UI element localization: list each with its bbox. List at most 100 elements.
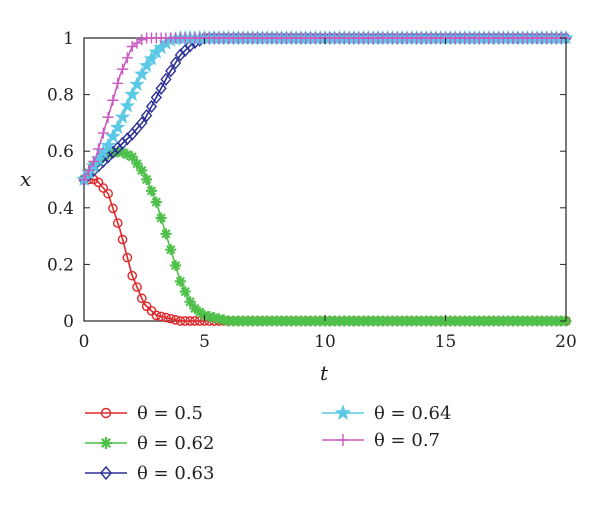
data-point-marker — [143, 50, 160, 66]
ticks-layer: 0 5 10 15 20 0 0.2 0.4 0.6 0.8 1 — [47, 29, 577, 352]
legend-label: θ = 0.5 — [137, 403, 203, 424]
data-point-marker — [174, 275, 186, 287]
data-point-marker — [105, 128, 121, 144]
data-point-marker — [100, 137, 116, 153]
x-tick-label: 10 — [314, 332, 336, 352]
data-point-marker — [117, 234, 128, 245]
y-tick-label: 0.8 — [47, 86, 74, 106]
legend-item: θ = 0.7 — [322, 430, 440, 451]
series-line — [83, 150, 566, 322]
data-point-marker — [126, 151, 138, 163]
y-tick-label: 1 — [63, 29, 74, 49]
legend: θ = 0.5 θ = 0.62 θ = 0.63 θ = 0.64 θ = 0.7 — [85, 403, 451, 484]
data-point-marker — [108, 203, 118, 214]
data-point-marker — [165, 244, 177, 256]
data-point-marker — [88, 155, 100, 167]
series-plus — [78, 32, 572, 185]
data-point-marker — [102, 148, 114, 160]
data-point-marker — [165, 64, 177, 78]
data-point-marker — [138, 57, 155, 73]
data-point-marker — [169, 56, 182, 70]
data-point-marker — [119, 97, 136, 113]
data-point-marker — [145, 99, 158, 114]
data-point-marker — [98, 183, 109, 193]
y-axis-label: x — [20, 167, 31, 191]
data-point-marker — [175, 316, 186, 326]
x-axis-label: t — [320, 361, 329, 385]
y-tick-label: 0.6 — [47, 142, 74, 162]
data-point-marker — [337, 434, 349, 446]
data-point-marker — [141, 174, 153, 185]
data-point-marker — [100, 437, 112, 449]
data-point-marker — [97, 127, 109, 139]
data-point-marker — [92, 143, 104, 155]
data-point-marker — [179, 286, 191, 298]
data-point-marker — [83, 164, 95, 176]
plot-frame — [83, 37, 567, 322]
data-point-marker — [99, 465, 113, 481]
data-point-marker — [129, 76, 145, 91]
data-point-marker — [117, 146, 129, 158]
x-tick-label: 20 — [555, 332, 577, 352]
data-point-marker — [112, 218, 123, 228]
data-point-marker — [102, 111, 114, 123]
data-point-marker — [122, 252, 133, 263]
series-star — [76, 29, 574, 187]
data-point-marker — [110, 119, 126, 134]
data-point-marker — [161, 312, 171, 323]
data-point-marker — [136, 164, 148, 176]
x-tick-label: 15 — [435, 332, 457, 352]
series-line — [83, 37, 566, 180]
data-point-marker — [155, 212, 167, 224]
data-point-marker — [194, 306, 206, 318]
data-point-marker — [150, 196, 162, 208]
data-point-marker — [78, 174, 90, 185]
data-point-marker — [184, 296, 196, 308]
data-point-marker — [114, 109, 131, 124]
data-point-marker — [93, 177, 104, 188]
legend-label: θ = 0.7 — [374, 430, 440, 451]
data-point-marker — [334, 404, 352, 420]
data-point-marker — [145, 185, 157, 197]
data-point-marker — [213, 313, 225, 325]
data-point-marker — [189, 303, 201, 315]
y-tick-label: 0 — [63, 312, 74, 332]
data-point-marker — [208, 312, 220, 324]
data-point-marker — [100, 407, 112, 419]
legend-label: θ = 0.64 — [374, 403, 451, 424]
data-point-marker — [136, 34, 148, 46]
data-point-marker — [112, 77, 124, 89]
y-tick-label: 0.4 — [47, 199, 74, 219]
data-point-marker — [203, 310, 215, 322]
x-tick-label: 0 — [79, 332, 90, 352]
data-point-marker — [180, 316, 191, 326]
data-point-marker — [134, 66, 150, 81]
series-line — [83, 37, 566, 180]
data-point-marker — [121, 52, 133, 64]
series-layer — [76, 29, 574, 327]
legend-label: θ = 0.63 — [137, 463, 214, 484]
data-point-marker — [190, 316, 200, 326]
series-asterisk — [78, 146, 572, 327]
data-point-marker — [137, 293, 147, 304]
data-point-marker — [185, 316, 195, 326]
data-point-marker — [136, 116, 148, 130]
data-point-marker — [218, 314, 230, 326]
data-point-marker — [160, 72, 172, 86]
legend-label: θ = 0.62 — [137, 433, 214, 454]
series-line — [83, 37, 566, 181]
data-point-marker — [156, 311, 166, 322]
data-point-marker — [131, 158, 143, 170]
legend-item: θ = 0.63 — [85, 463, 214, 484]
legend-item: θ = 0.64 — [322, 403, 451, 424]
legend-item: θ = 0.5 — [85, 403, 203, 424]
data-point-marker — [150, 90, 162, 105]
data-point-marker — [170, 260, 182, 272]
data-point-marker — [127, 270, 138, 281]
data-point-marker — [132, 282, 142, 292]
data-point-marker — [124, 86, 140, 102]
y-tick-label: 0.2 — [47, 255, 74, 275]
data-point-marker — [165, 313, 176, 324]
x-tick-label: 5 — [199, 332, 210, 352]
